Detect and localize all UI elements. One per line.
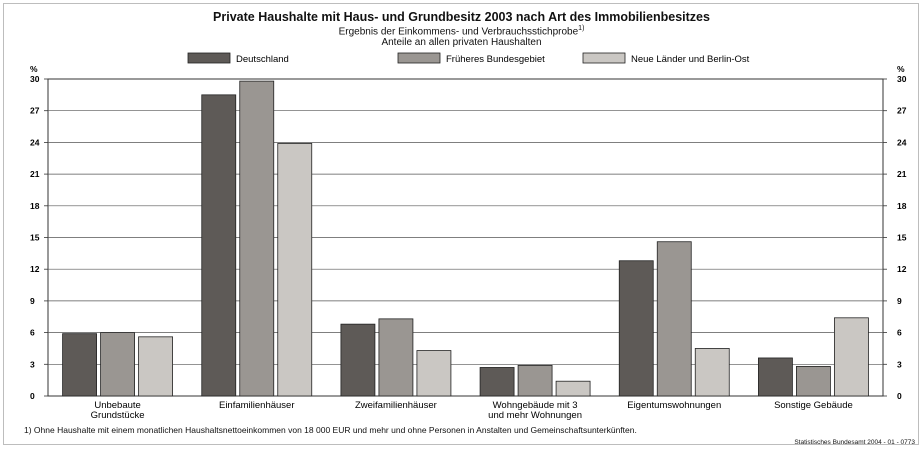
bar [340,323,376,397]
y-tick-label-left: 18 [30,201,40,211]
y-tick-label-right: 6 [897,328,902,338]
legend-label: Früheres Bundesgebiet [446,54,545,65]
chart-title: Private Haushalte mit Haus- und Grundbes… [213,10,710,24]
y-tick-label-left: 21 [30,169,40,179]
bar [239,80,275,397]
bar [100,332,135,397]
y-tick-label-right: 18 [897,201,907,211]
y-tick-label-right: 0 [897,391,902,401]
y-tick-label-left: 3 [30,359,35,369]
y-tick-label-left: 24 [30,137,40,147]
y-axis-unit-left: % [30,64,38,74]
y-tick-label-left: 9 [30,296,35,306]
legend-swatch [397,52,441,64]
bar [138,336,173,397]
y-tick-label-right: 12 [897,264,907,274]
bar [416,350,452,397]
y-axis-unit-right: % [897,64,905,74]
bar [201,94,237,397]
chart-subtitle-2: Anteile an allen privaten Haushalten [381,37,542,48]
footnote: 1) Ohne Haushalte mit einem monatlichen … [24,425,637,435]
legend-label: Neue Länder und Berlin-Ost [631,54,750,65]
bar [834,317,869,397]
x-tick-label: und mehr Wohnungen [488,410,582,421]
bar [694,348,730,397]
y-tick-label-right: 27 [897,106,907,116]
bar [796,366,831,397]
y-tick-label-right: 15 [897,233,907,243]
bar [618,260,654,397]
x-tick-label: Einfamilienhäuser [219,400,295,411]
chart-frame [3,3,919,445]
bar [479,367,515,397]
legend-swatch [582,52,626,64]
y-tick-label-left: 0 [30,391,35,401]
bar [378,318,414,397]
source-note: Statistisches Bundesamt 2004 - 01 - 0773 [794,439,915,446]
y-tick-label-right: 3 [897,359,902,369]
y-tick-label-right: 30 [897,74,907,84]
bar [758,357,793,397]
bar [555,380,591,397]
x-tick-label: Sonstige Gebäude [774,400,853,411]
y-tick-label-left: 15 [30,233,40,243]
x-tick-label: Unbebaute [94,400,140,411]
subtitle-footnote-mark: 1) [578,25,585,32]
x-tick-label: Wohngebäude mit 3 [493,400,578,411]
x-tick-label: Zweifamilienhäuser [355,400,437,411]
chart-subtitle-text: Ergebnis der Einkommens- und Verbrauchss… [338,26,579,38]
y-tick-label-left: 27 [30,106,40,116]
y-tick-label-left: 30 [30,74,40,84]
bar [62,333,97,397]
bar [656,241,692,397]
legend-label: Deutschland [236,54,289,65]
y-tick-label-right: 21 [897,169,907,179]
x-tick-label: Eigentumswohnungen [627,400,721,411]
legend-swatch [187,52,231,64]
y-tick-label-left: 12 [30,264,40,274]
bar [277,143,313,397]
chart-subtitle: Ergebnis der Einkommens- und Verbrauchss… [0,25,923,37]
bar [517,364,553,397]
y-tick-label-right: 9 [897,296,902,306]
x-tick-label: Grundstücke [91,410,145,421]
y-tick-label-right: 24 [897,137,907,147]
y-tick-label-left: 6 [30,328,35,338]
